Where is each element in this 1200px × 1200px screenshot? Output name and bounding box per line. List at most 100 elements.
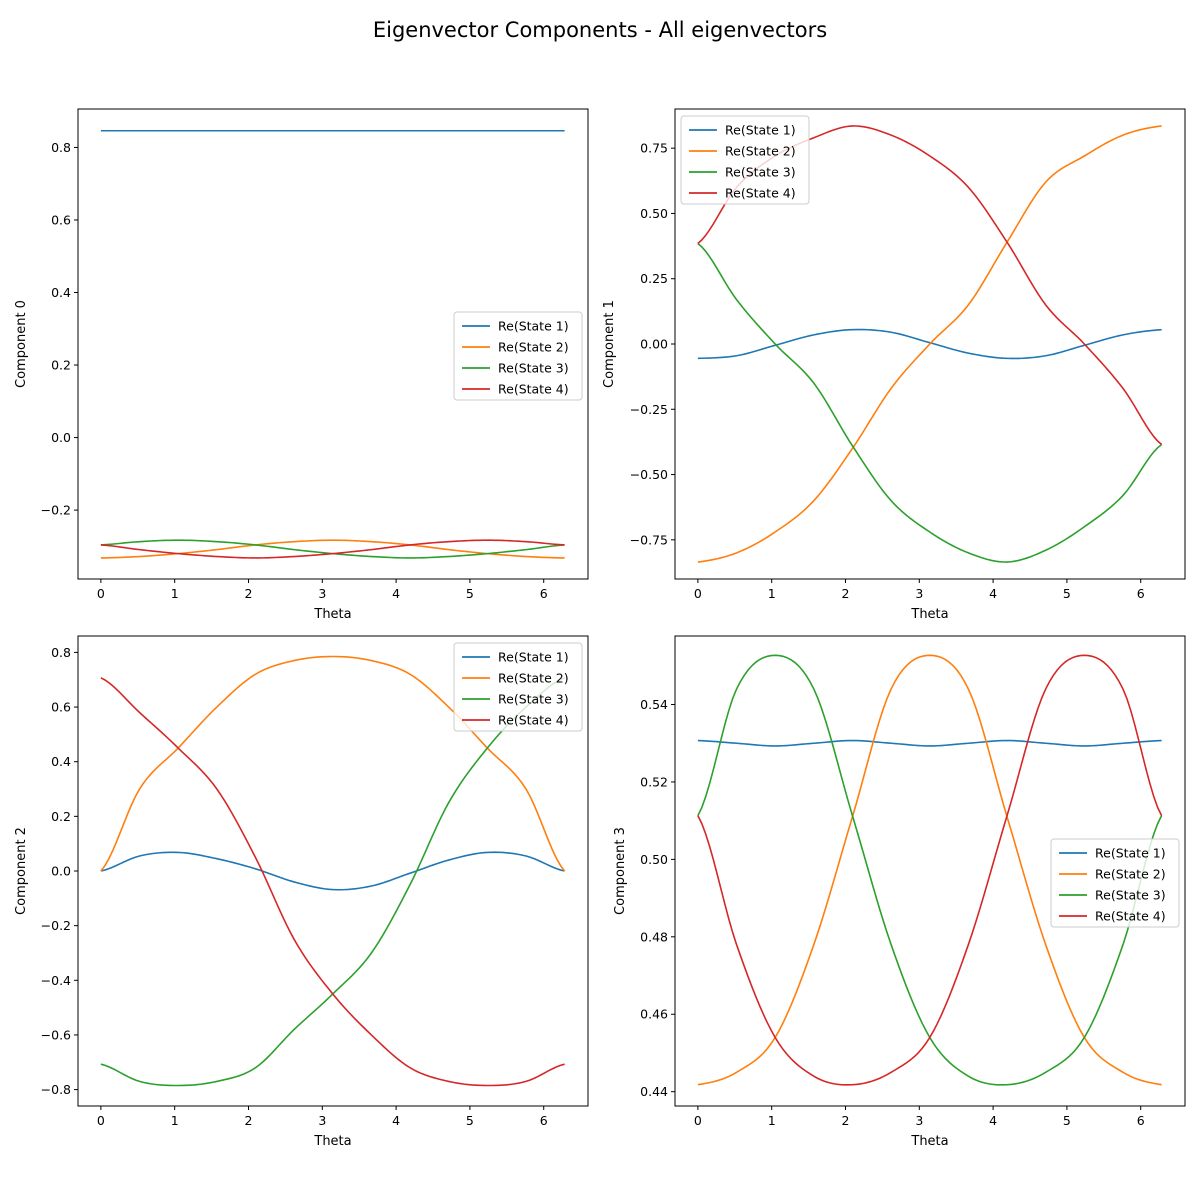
y-tick-label: 0.0 xyxy=(51,430,71,445)
y-tick-label: −0.75 xyxy=(630,532,668,547)
x-tick-label: 4 xyxy=(989,586,997,601)
x-tick-label: 3 xyxy=(915,1113,923,1128)
y-tick-label: −0.2 xyxy=(41,918,71,933)
legend-label-1: Re(State 1) xyxy=(1095,846,1166,861)
y-axis-label: Component 0 xyxy=(14,300,29,388)
axes-frame xyxy=(77,108,589,580)
series-line-4 xyxy=(697,654,1163,1086)
y-tick-label: 0.75 xyxy=(640,141,668,156)
y-tick-label: −0.8 xyxy=(41,1082,71,1097)
legend: Re(State 1) Re(State 2) Re(State 3) Re(Stat… xyxy=(453,311,583,401)
y-tick-label: 0.54 xyxy=(640,697,668,712)
y-tick-label: 0.46 xyxy=(640,1007,668,1022)
series-line-3 xyxy=(100,539,565,559)
x-tick-label: 5 xyxy=(466,1113,474,1128)
x-axis-label: Theta xyxy=(910,607,948,622)
x-tick-label: 6 xyxy=(540,1113,548,1128)
figure-title: Eigenvector Components - All eigenvector… xyxy=(372,18,828,42)
series-line-1 xyxy=(697,328,1162,360)
legend: Re(State 1) Re(State 2) Re(State 3) Re(Stat… xyxy=(453,642,583,732)
series-line-1 xyxy=(697,739,1162,747)
y-tick-label: 0.6 xyxy=(51,212,71,227)
legend-label-1: Re(State 1) xyxy=(498,319,569,334)
legend-label-4: Re(State 4) xyxy=(725,186,796,201)
legend-label-4: Re(State 4) xyxy=(498,382,569,397)
series-line-4 xyxy=(100,677,565,1087)
legend-box xyxy=(1050,838,1180,928)
y-tick-label: 0.48 xyxy=(640,929,668,944)
legend-box xyxy=(680,115,810,205)
x-tick-label: 0 xyxy=(694,586,702,601)
y-tick-label: 0.00 xyxy=(640,337,668,352)
y-tick-label: 0.8 xyxy=(51,645,71,660)
x-tick-label: 4 xyxy=(392,586,400,601)
x-axis-label: Theta xyxy=(910,1134,948,1149)
x-tick-label: 3 xyxy=(915,586,923,601)
x-tick-label: 2 xyxy=(842,586,850,601)
series-line-3 xyxy=(697,242,1163,563)
x-tick-label: 6 xyxy=(540,586,548,601)
x-tick-label: 3 xyxy=(318,586,326,601)
legend-box xyxy=(453,311,583,401)
y-tick-label: 0.52 xyxy=(640,774,668,789)
legend-label-3: Re(State 3) xyxy=(498,692,569,707)
x-tick-label: 4 xyxy=(989,1113,997,1128)
y-tick-label: 0.4 xyxy=(51,285,71,300)
axes-frame xyxy=(674,635,1186,1107)
y-tick-label: 0.8 xyxy=(51,140,71,155)
x-tick-label: 3 xyxy=(318,1113,326,1128)
legend-label-1: Re(State 1) xyxy=(725,123,796,138)
x-tick-label: 0 xyxy=(97,586,105,601)
y-tick-label: 0.2 xyxy=(51,809,71,824)
x-tick-label: 1 xyxy=(171,586,179,601)
x-tick-label: 2 xyxy=(245,586,253,601)
y-tick-label: 0.6 xyxy=(51,700,71,715)
y-tick-label: −0.4 xyxy=(41,973,71,988)
legend-label-3: Re(State 3) xyxy=(1095,888,1166,903)
subplot-3: 0 1 2 3 4 5 6 0.44 0.46 0.48 0.50 0.52 0.54 Theta Comp… xyxy=(613,635,1186,1149)
x-tick-label: 2 xyxy=(842,1113,850,1128)
y-axis-label: Component 2 xyxy=(14,827,29,915)
y-tick-label: −0.2 xyxy=(41,503,71,518)
legend-label-4: Re(State 4) xyxy=(1095,909,1166,924)
x-axis-label: Theta xyxy=(313,607,351,622)
series-line-3 xyxy=(100,677,565,1087)
x-tick-label: 1 xyxy=(768,586,776,601)
x-tick-label: 1 xyxy=(171,1113,179,1128)
legend-label-2: Re(State 2) xyxy=(1095,867,1166,882)
y-tick-label: 0.0 xyxy=(51,864,71,879)
legend-box xyxy=(453,642,583,732)
y-tick-label: 0.44 xyxy=(640,1084,668,1099)
y-tick-label: −0.6 xyxy=(41,1027,71,1042)
legend-label-1: Re(State 1) xyxy=(498,650,569,665)
legend-label-3: Re(State 3) xyxy=(725,165,796,180)
series-line-4 xyxy=(100,539,565,559)
series-line-2 xyxy=(697,125,1162,563)
legend-label-4: Re(State 4) xyxy=(498,713,569,728)
legend-label-2: Re(State 2) xyxy=(498,340,569,355)
y-tick-label: 0.2 xyxy=(51,358,71,373)
y-axis-label: Component 1 xyxy=(602,300,617,388)
x-tick-label: 5 xyxy=(1063,586,1071,601)
x-tick-label: 5 xyxy=(466,586,474,601)
y-axis-label: Component 3 xyxy=(613,827,628,915)
x-tick-label: 6 xyxy=(1137,586,1145,601)
x-tick-label: 4 xyxy=(392,1113,400,1128)
x-axis-label: Theta xyxy=(313,1134,351,1149)
legend-label-3: Re(State 3) xyxy=(498,361,569,376)
x-tick-label: 0 xyxy=(97,1113,105,1128)
series-line-1 xyxy=(100,851,565,891)
subplot-2: 0 1 2 3 4 5 6 −0.8 −0.6 −0.4 −0.2 0.0 0.2 0.4 0.6 0.8 Th… xyxy=(14,635,589,1149)
y-tick-label: −0.50 xyxy=(630,467,668,482)
x-tick-label: 2 xyxy=(245,1113,253,1128)
legend-label-2: Re(State 2) xyxy=(498,671,569,686)
x-tick-label: 5 xyxy=(1063,1113,1071,1128)
subplot-1: 0 1 2 3 4 5 6 −0.75 −0.50 −0.25 0.00 0.25 0.50 0.75 Th… xyxy=(602,108,1186,622)
subplot-0: 0 1 2 3 4 5 6 −0.2 0.0 0.2 0.4 0.6 0.8 Theta Component… xyxy=(14,108,589,622)
legend: Re(State 1) Re(State 2) Re(State 3) Re(Stat… xyxy=(680,115,810,205)
y-tick-label: 0.50 xyxy=(640,206,668,221)
series-line-2 xyxy=(100,539,565,559)
x-tick-label: 1 xyxy=(768,1113,776,1128)
legend: Re(State 1) Re(State 2) Re(State 3) Re(Stat… xyxy=(1050,838,1180,928)
